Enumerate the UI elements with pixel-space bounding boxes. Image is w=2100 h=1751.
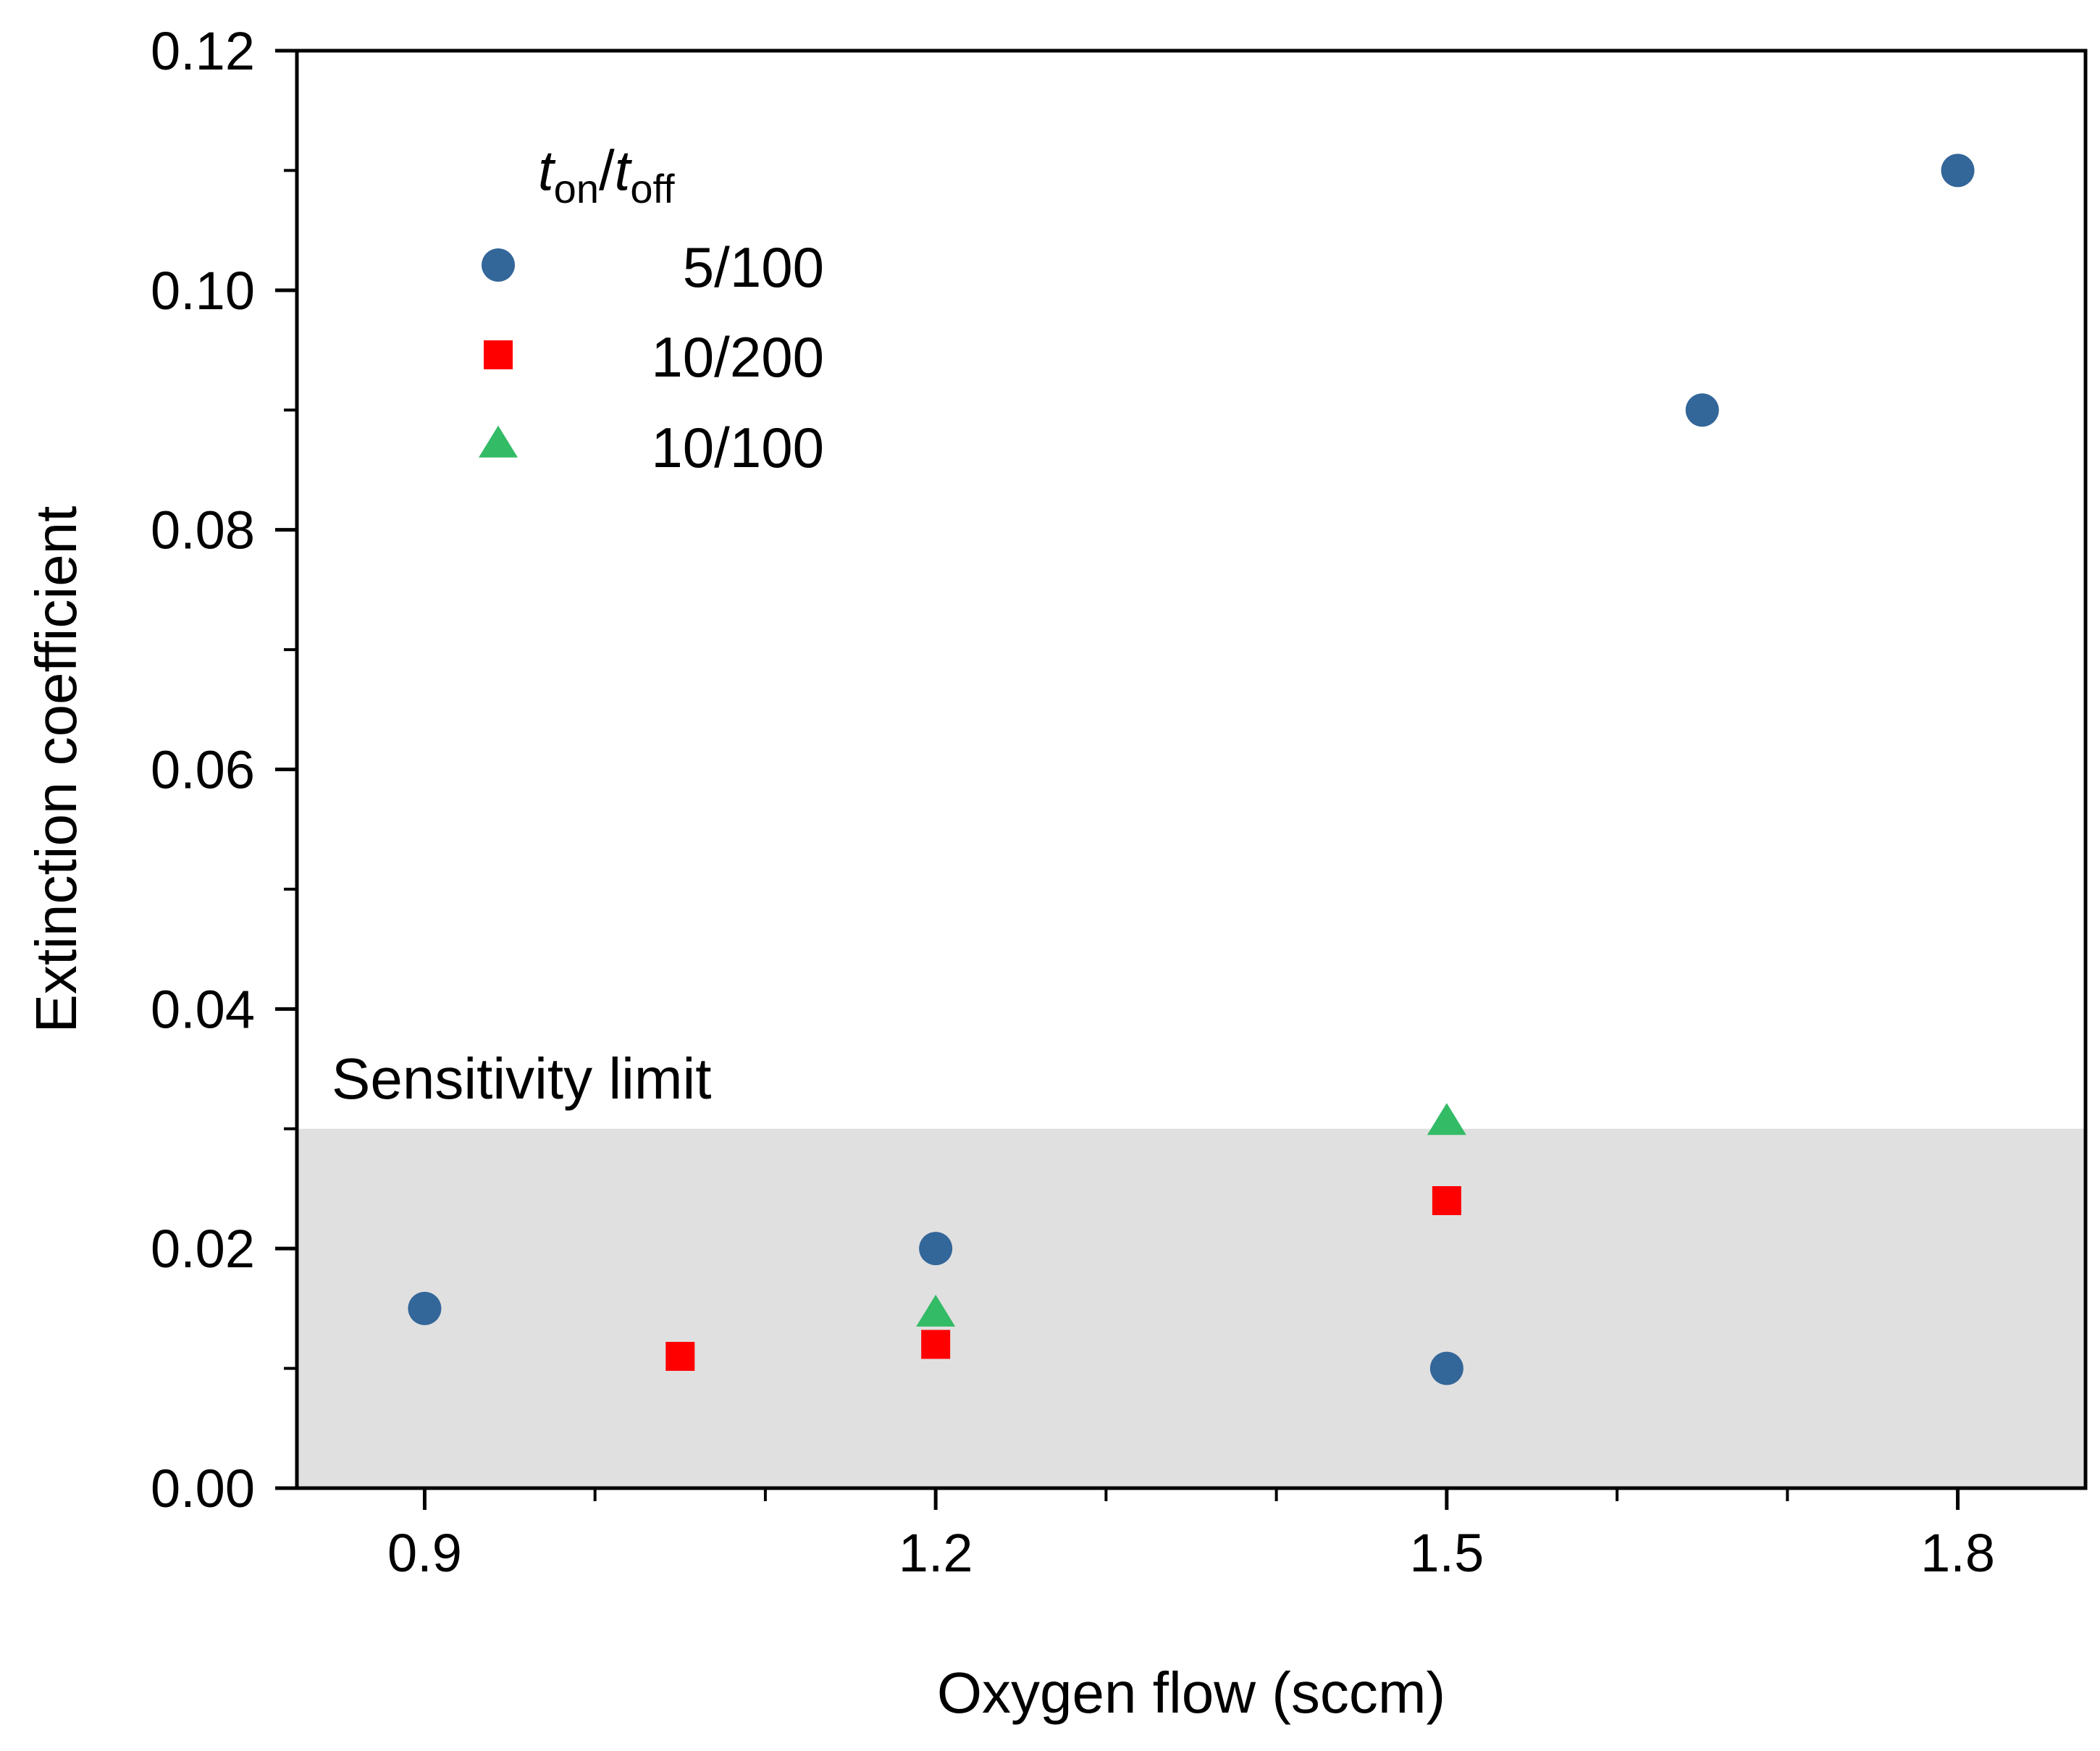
data-point-square [665, 1342, 695, 1372]
y-axis-title: Extinction coefficient [24, 506, 88, 1033]
y-tick-label: 0.00 [151, 1458, 255, 1519]
legend-label: 5/100 [683, 235, 824, 299]
legend-title-slash: / [599, 138, 615, 202]
x-axis-ticks: 0.9 1.2 1.5 1.8 [387, 1488, 1995, 1583]
y-axis-ticks: 0.00 0.02 0.04 0.06 0.08 0.10 0.12 [151, 21, 297, 1519]
legend-marker-square [484, 340, 513, 369]
sensitivity-limit-label: Sensitivity limit [332, 1046, 712, 1111]
y-tick-label: 0.02 [151, 1219, 255, 1279]
legend-title-sub-off: off [630, 166, 675, 211]
legend-title-sub-on: on [554, 166, 599, 211]
legend-marker-circle [482, 248, 515, 282]
x-tick-label: 1.2 [899, 1523, 973, 1583]
legend-title-t-on: t [538, 138, 556, 202]
sensitivity-region [297, 1128, 2086, 1488]
data-point-circle [919, 1232, 953, 1266]
legend-label: 10/100 [651, 416, 824, 479]
legend-marker-triangle [479, 425, 518, 458]
legend-title-t-off: t [615, 138, 633, 202]
y-tick-label: 0.06 [151, 740, 255, 800]
y-tick-label: 0.04 [151, 979, 255, 1039]
x-tick-label: 0.9 [387, 1523, 462, 1583]
data-point-triangle [916, 1294, 956, 1327]
data-point-circle [408, 1291, 442, 1325]
data-point-circle [1941, 154, 1975, 188]
y-tick-label: 0.12 [151, 21, 255, 81]
x-tick-label: 1.5 [1409, 1523, 1484, 1583]
data-point-square [921, 1330, 951, 1359]
legend-title: ton/toff [538, 138, 675, 211]
data-point-triangle [1427, 1103, 1466, 1135]
y-tick-label: 0.08 [151, 500, 255, 560]
x-tick-label: 1.8 [1920, 1523, 1995, 1583]
legend-label: 10/200 [651, 325, 824, 389]
data-point-circle [1429, 1351, 1463, 1385]
x-axis-title: Oxygen flow (sccm) [937, 1660, 1445, 1725]
data-point-circle [1685, 393, 1719, 427]
data-points [408, 154, 1975, 1385]
y-tick-label: 0.10 [151, 261, 255, 321]
data-point-square [1432, 1186, 1461, 1215]
plot-frame [295, 49, 2088, 1490]
